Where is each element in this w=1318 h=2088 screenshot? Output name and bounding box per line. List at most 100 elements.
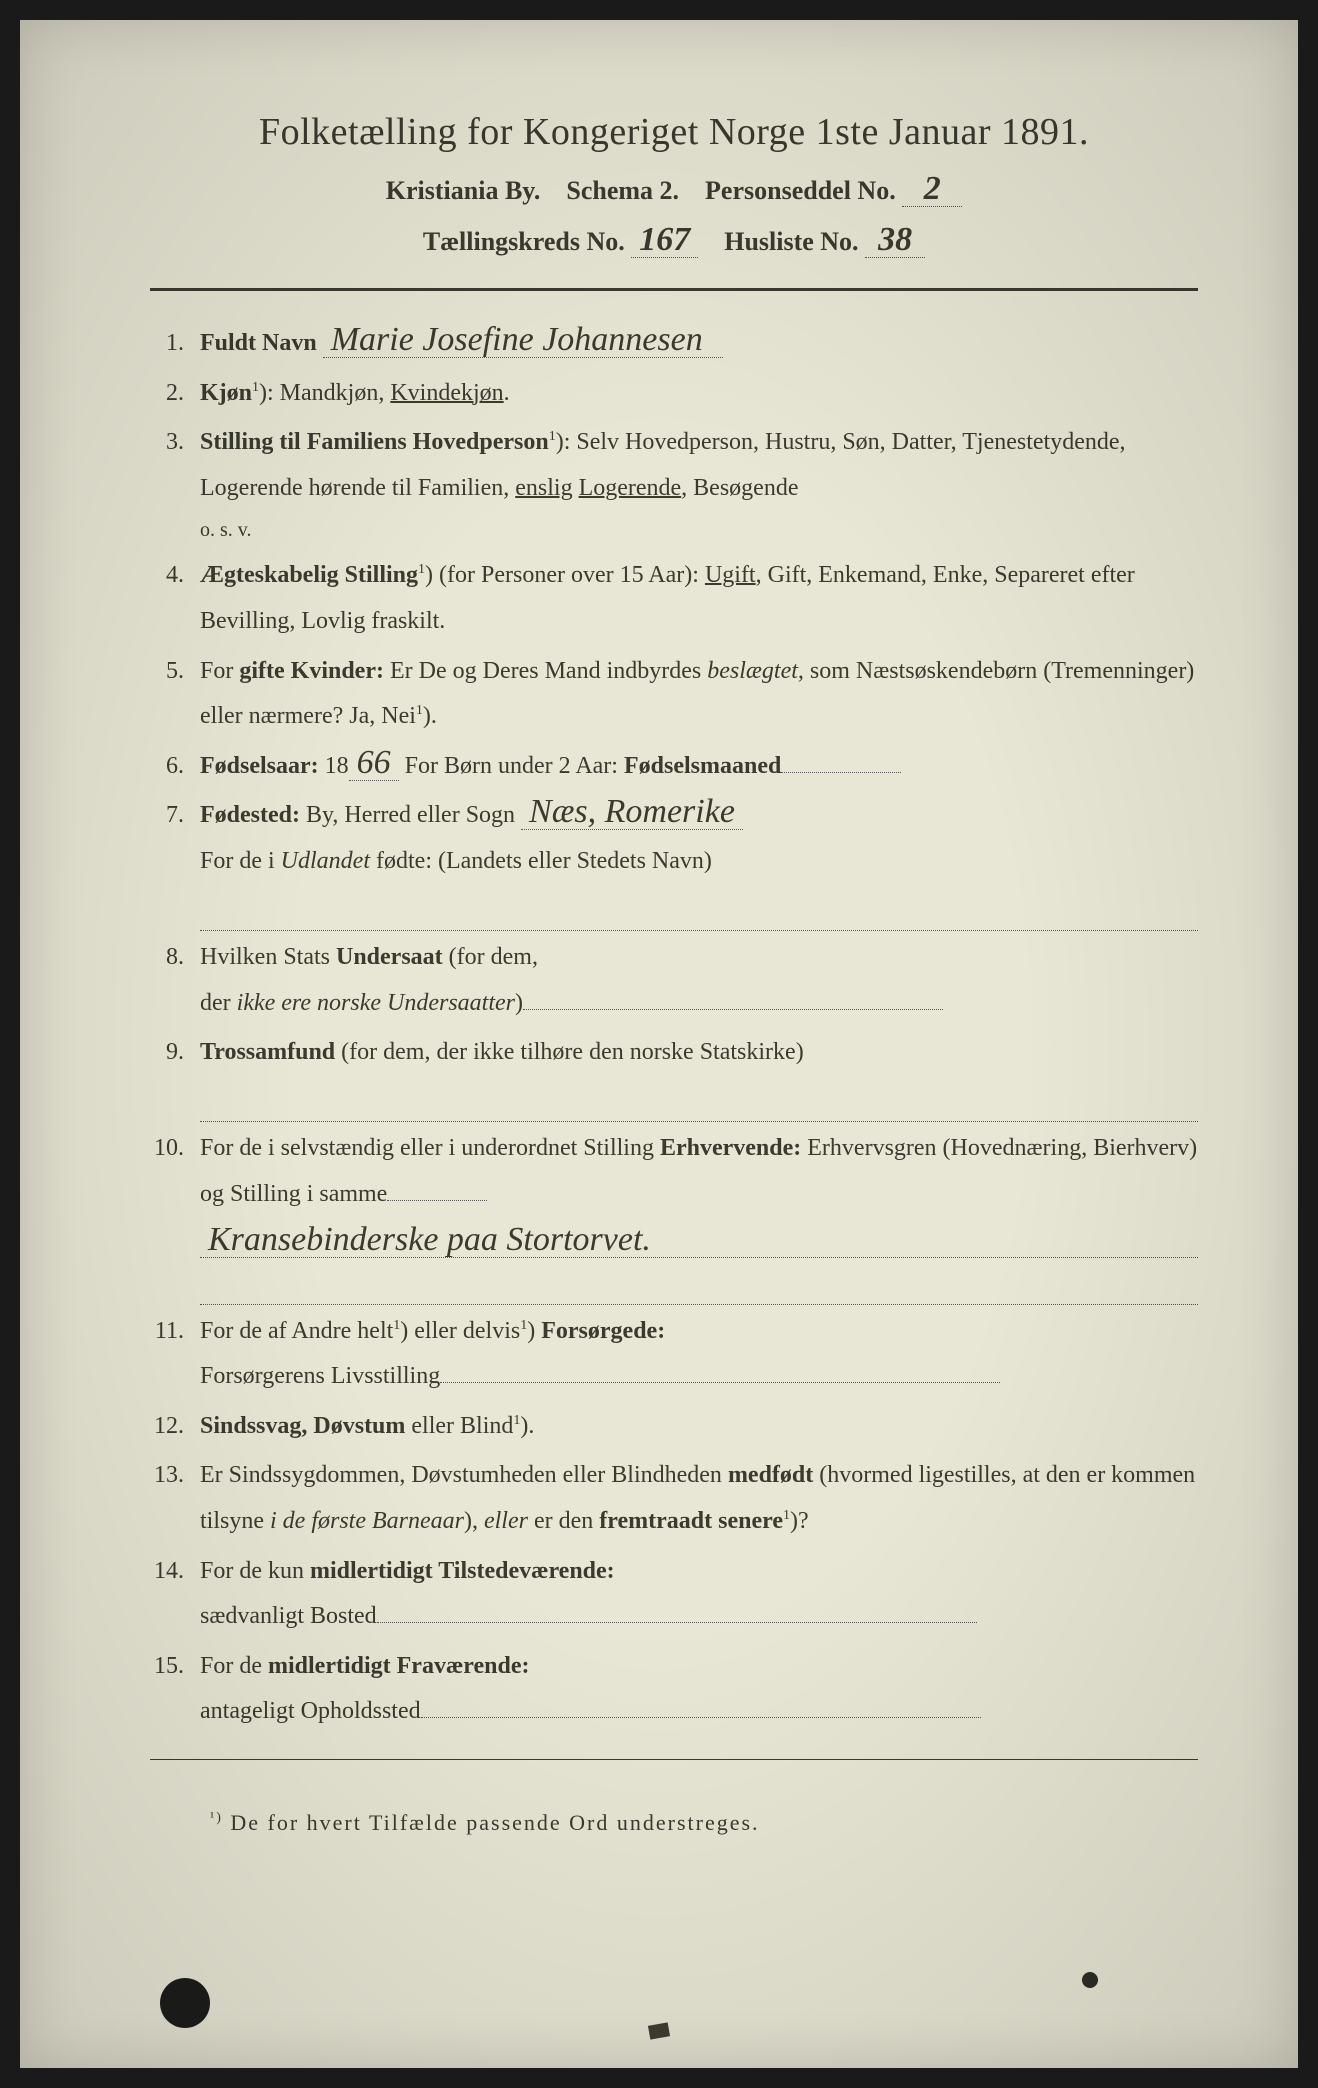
field-label: Trossamfund	[200, 1039, 335, 1065]
text: By, Herred eller Sogn	[300, 802, 515, 828]
text: For Børn under 2 Aar:	[399, 753, 624, 779]
blank-field	[200, 893, 1198, 931]
entry-number: 5.	[150, 649, 200, 740]
text: (for dem, der ikke tilhøre den norske St…	[335, 1039, 804, 1065]
selected-value: Logerende	[579, 475, 682, 501]
entry-1-name: 1. Fuldt Navn Marie Josefine Johannesen	[150, 321, 1198, 367]
blank-field	[377, 1599, 977, 1623]
blank-field	[200, 1266, 1198, 1304]
text: For	[200, 658, 239, 684]
kreds-value: 167	[631, 223, 698, 258]
entry-6-birth-year: 6. Fødselsaar: 1866 For Børn under 2 Aar…	[150, 744, 1198, 790]
footnote: ¹) De for hvert Tilfælde passende Ord un…	[150, 1810, 1198, 1836]
ink-blot-decoration	[160, 1978, 210, 2028]
text: .	[504, 380, 510, 406]
blank-field	[421, 1694, 981, 1718]
entry-number: 2.	[150, 371, 200, 417]
text: eller Blind	[405, 1413, 513, 1439]
text: ) (for Personer over 15 Aar):	[425, 562, 705, 588]
text: , Besøgende	[681, 475, 798, 501]
blank-field	[440, 1359, 1000, 1383]
blank-field	[200, 1084, 1198, 1122]
field-label: Fuldt Navn	[200, 330, 317, 356]
entry-number: 6.	[150, 744, 200, 790]
field-label: Erhvervende:	[660, 1135, 801, 1161]
subtitle-line: Kristiania By. Schema 2. Personseddel No…	[150, 172, 1198, 207]
field-label: Forsørgede:	[541, 1318, 665, 1344]
field-label: Ægteskabelig Stilling	[200, 562, 418, 588]
text: )	[515, 990, 523, 1016]
entry-number: 10.	[150, 1126, 200, 1305]
text: For de	[200, 1653, 268, 1679]
field-label: midlertidigt Tilstedeværende:	[310, 1558, 615, 1584]
selected-value: Ugift	[705, 562, 756, 588]
entry-number: 8.	[150, 935, 200, 1026]
text: For de i selvstændig eller i underordnet…	[200, 1135, 660, 1161]
entry-content: Fødselsaar: 1866 For Børn under 2 Aar: F…	[200, 744, 1198, 790]
text: antageligt Opholdssted	[200, 1698, 421, 1724]
entry-number: 14.	[150, 1549, 200, 1640]
entry-content: For de af Andre helt1) eller delvis1) Fo…	[200, 1309, 1198, 1400]
entry-14-temp-present: 14. For de kun midlertidigt Tilstedevære…	[150, 1549, 1198, 1640]
selected-value: Kvindekjøn	[390, 380, 503, 406]
entry-11-dependents: 11. For de af Andre helt1) eller delvis1…	[150, 1309, 1198, 1400]
text: ): Mandkjøn,	[259, 380, 390, 406]
text: Hvilken Stats	[200, 944, 336, 970]
field-label: medfødt	[728, 1462, 813, 1488]
ink-dot-decoration	[1082, 1972, 1098, 1988]
text: er den	[528, 1508, 599, 1534]
entry-number: 7.	[150, 793, 200, 931]
entry-content: For gifte Kvinder: Er De og Deres Mand i…	[200, 649, 1198, 740]
birthplace-value: Næs, Romerike	[521, 795, 743, 830]
entry-number: 12.	[150, 1404, 200, 1450]
field-label: Sindssvag, Døvstum	[200, 1413, 405, 1439]
italic-text: beslægtet,	[707, 658, 804, 684]
header-divider	[150, 288, 1198, 291]
field-label: Fødselsmaaned	[624, 753, 781, 779]
field-label: Fødselsaar:	[200, 753, 319, 779]
field-label: Undersaat	[336, 944, 443, 970]
entry-3-relation: 3. Stilling til Familiens Hovedperson1):…	[150, 420, 1198, 549]
entry-content: Ægteskabelig Stilling1) (for Personer ov…	[200, 553, 1198, 644]
kreds-label: Tællingskreds No.	[423, 227, 625, 256]
text: For de kun	[200, 1558, 310, 1584]
entry-number: 13.	[150, 1453, 200, 1544]
italic-text: i de første Barneaar	[270, 1508, 464, 1534]
entry-content: Er Sindssygdommen, Døvstumheden eller Bl…	[200, 1453, 1198, 1544]
schema-label: Schema 2.	[566, 176, 679, 205]
entry-number: 4.	[150, 553, 200, 644]
field-label: Stilling til Familiens Hovedperson	[200, 429, 549, 455]
husliste-label: Husliste No.	[724, 227, 858, 256]
personseddel-label: Personseddel No.	[705, 176, 896, 205]
census-form-page: Folketælling for Kongeriget Norge 1ste J…	[20, 20, 1298, 2068]
entry-12-disability: 12. Sindssvag, Døvstum eller Blind1).	[150, 1404, 1198, 1450]
entry-content: For de kun midlertidigt Tilstedeværende:…	[200, 1549, 1198, 1640]
entry-number: 1.	[150, 321, 200, 367]
main-title: Folketælling for Kongeriget Norge 1ste J…	[150, 110, 1198, 154]
footnote-marker: ¹)	[210, 1811, 223, 1826]
text: Forsørgerens Livsstilling	[200, 1363, 440, 1389]
entry-content: Kjøn1): Mandkjøn, Kvindekjøn.	[200, 371, 1198, 417]
text: Er Sindssygdommen, Døvstumheden eller Bl…	[200, 1462, 728, 1488]
entry-content: Hvilken Stats Undersaat (for dem, der ik…	[200, 935, 1198, 1026]
text: ) eller delvis	[400, 1318, 520, 1344]
text: )?	[790, 1508, 809, 1534]
name-value: Marie Josefine Johannesen	[323, 323, 723, 358]
text: fødte: (Landets eller Stedets Navn)	[370, 848, 712, 874]
text: (for dem,	[443, 944, 538, 970]
entry-9-religion: 9. Trossamfund (for dem, der ikke tilhør…	[150, 1030, 1198, 1122]
city-label: Kristiania By.	[386, 176, 541, 205]
entry-15-temp-absent: 15. For de midlertidigt Fraværende: anta…	[150, 1644, 1198, 1735]
personseddel-value: 2	[902, 172, 962, 207]
text: Er De og Deres Mand indbyrdes	[384, 658, 707, 684]
entry-13-congenital: 13. Er Sindssygdommen, Døvstumheden elle…	[150, 1453, 1198, 1544]
husliste-value: 38	[865, 223, 925, 258]
footer-divider	[150, 1759, 1198, 1760]
blank-field	[781, 749, 901, 773]
text: 18	[319, 753, 349, 779]
text: For de af Andre helt	[200, 1318, 393, 1344]
field-label: Fødested:	[200, 802, 300, 828]
etc-text: o. s. v.	[200, 511, 1198, 549]
field-label: midlertidigt Fraværende:	[268, 1653, 530, 1679]
year-value: 66	[349, 746, 399, 781]
